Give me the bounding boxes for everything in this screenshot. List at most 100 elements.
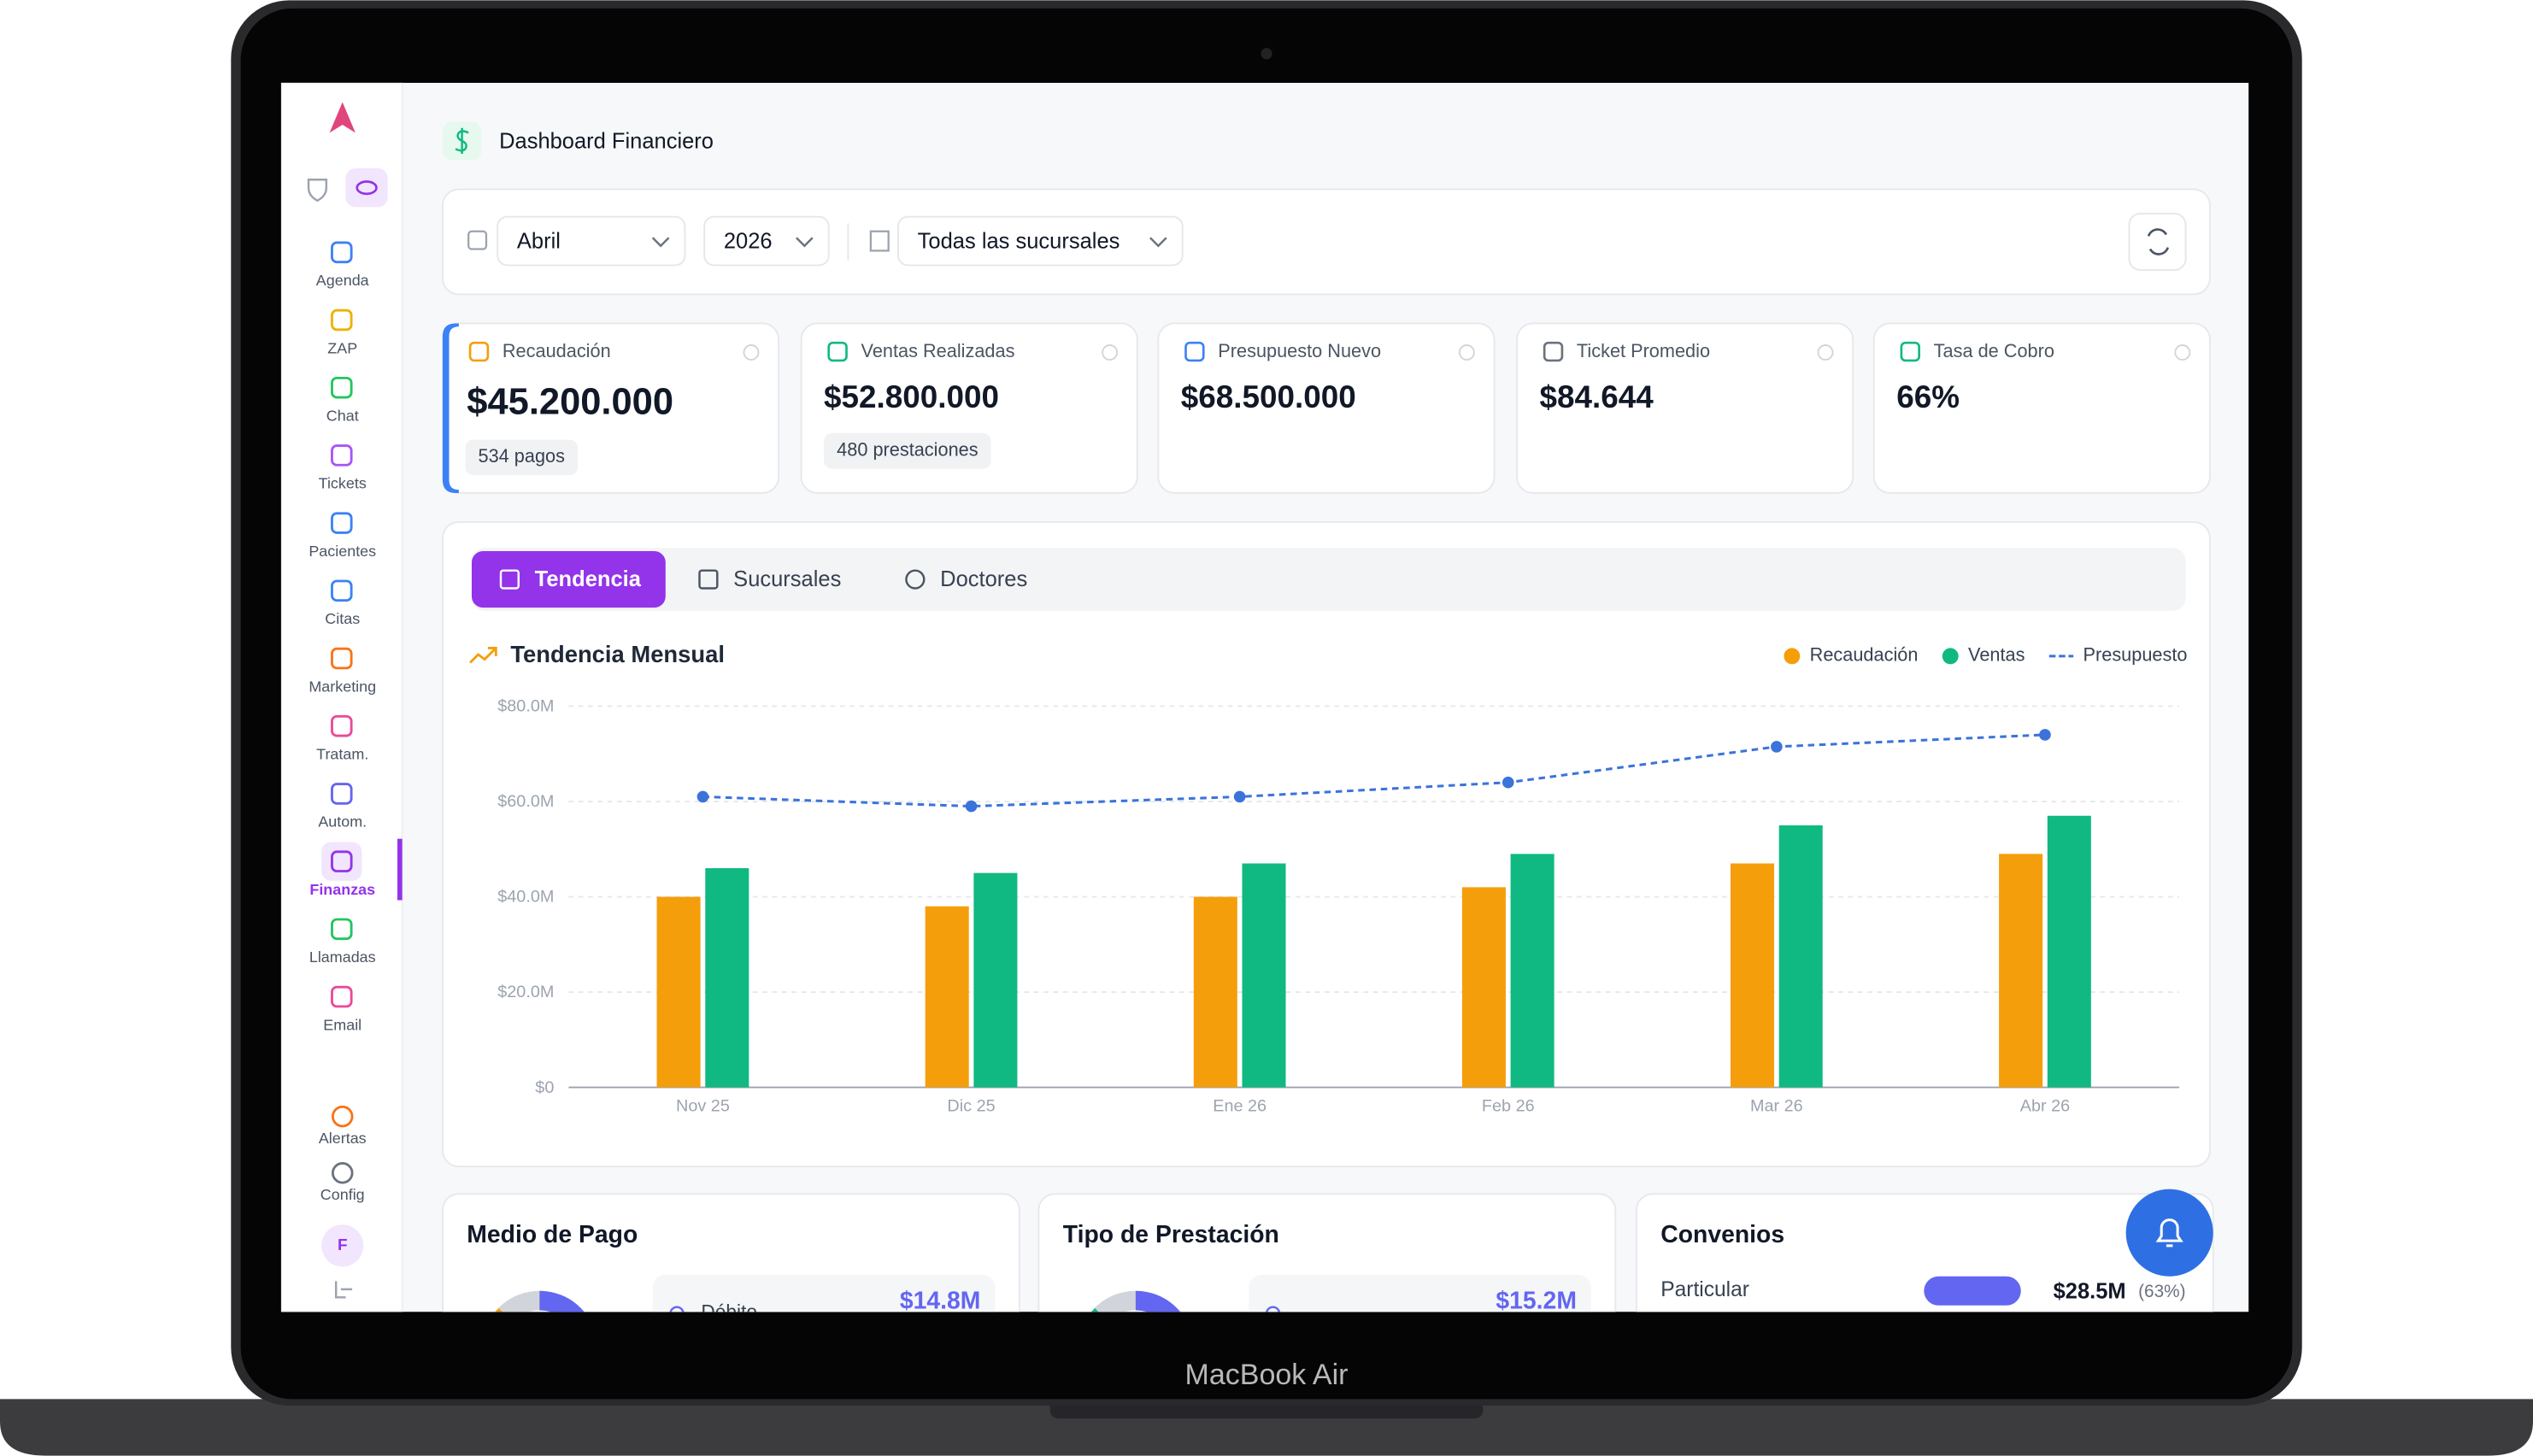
x-tick-label: Ene 26 — [1213, 1097, 1266, 1116]
nav-icon[interactable] — [331, 647, 353, 670]
kpi-icon — [1543, 341, 1564, 362]
info-icon[interactable] — [1817, 344, 1834, 361]
donut-arc — [538, 1290, 585, 1312]
filter-bar — [441, 188, 2211, 296]
kpi-label: Presupuesto Nuevo — [1218, 340, 1381, 361]
y-tick-label: $60.0M — [497, 792, 554, 811]
panel-card — [1635, 1193, 2214, 1312]
x-tick-label: Nov 25 — [676, 1097, 730, 1116]
tab-active[interactable] — [471, 551, 666, 608]
nav-label: Chat — [326, 407, 359, 424]
nav-label: Alertas — [319, 1130, 367, 1147]
tab[interactable]: Sucursales — [733, 567, 841, 591]
notification-button[interactable] — [2125, 1189, 2213, 1277]
donut-arc — [1135, 1290, 1181, 1312]
kpi-icon — [468, 341, 490, 362]
panel-item: Débito — [701, 1300, 757, 1323]
info-icon[interactable] — [1102, 344, 1119, 361]
bar — [1778, 825, 1823, 1088]
nav-icon[interactable] — [331, 783, 353, 805]
nav-icon[interactable] — [331, 512, 353, 534]
building-icon — [869, 230, 890, 252]
panel-row — [652, 1274, 996, 1312]
legend-swatch — [1784, 648, 1801, 665]
bell-icon — [2155, 1218, 2183, 1248]
panel-bar — [1924, 1276, 2021, 1306]
panel-title: Convenios — [1660, 1221, 1784, 1248]
sidebar — [280, 82, 403, 1312]
x-tick-label: Dic 25 — [947, 1097, 995, 1116]
year-select-value: 2026 — [724, 230, 773, 254]
nav-icon[interactable] — [331, 918, 353, 941]
nav-icon[interactable] — [331, 376, 353, 399]
tab-icon — [905, 569, 926, 590]
x-tick-label: Mar 26 — [1750, 1097, 1803, 1116]
month-select-value: Abril — [517, 230, 561, 254]
row-dot — [669, 1306, 685, 1312]
nav-icon[interactable] — [331, 985, 353, 1008]
y-tick-label: $0 — [535, 1078, 554, 1097]
nav-icon[interactable] — [331, 444, 353, 467]
nav-label: Autom. — [318, 813, 367, 831]
tab[interactable]: Tendencia — [535, 567, 642, 591]
page-title: Dashboard Financiero — [499, 129, 714, 153]
device-label: MacBook Air — [1185, 1359, 1349, 1391]
refresh-button[interactable] — [2128, 212, 2187, 272]
chart-title: Tendencia Mensual — [510, 641, 725, 667]
info-icon[interactable] — [743, 344, 760, 361]
info-icon[interactable] — [2174, 344, 2191, 361]
nav-label: ZAP — [327, 339, 357, 356]
view-toggle[interactable] — [345, 168, 388, 208]
logout-icon[interactable] — [334, 1281, 353, 1299]
kpi-label: Tasa de Cobro — [1934, 340, 2054, 361]
tab-icon — [698, 569, 719, 590]
line-point — [1771, 741, 1783, 753]
kpi-value: $68.500.000 — [1181, 379, 1356, 414]
kpi-icon — [1900, 341, 1921, 362]
kpi-label: Ventas Realizadas — [861, 340, 1015, 361]
tab[interactable]: Doctores — [940, 567, 1027, 591]
panel-title: Tipo de Prestación — [1063, 1221, 1279, 1248]
nav-label: Finanzas — [309, 881, 375, 898]
line-point — [1233, 790, 1246, 803]
line — [702, 733, 2046, 808]
bar — [1242, 863, 1286, 1088]
kpi-note-bg — [824, 433, 991, 469]
kpi-value: $84.644 — [1539, 379, 1654, 414]
nav-icon[interactable] — [331, 850, 353, 872]
panel-title: Medio de Pago — [467, 1221, 638, 1248]
year-select[interactable] — [703, 215, 830, 267]
info-icon[interactable] — [1458, 344, 1475, 361]
nav-icon[interactable] — [331, 241, 353, 264]
y-tick-label: $40.0M — [497, 888, 554, 907]
avatar[interactable] — [321, 1224, 364, 1267]
kpi-card — [1157, 322, 1496, 494]
kpi-value: 66% — [1896, 379, 1960, 414]
tab-icon — [499, 569, 520, 590]
nav-icon[interactable] — [331, 1105, 354, 1128]
kpi-label: Recaudación — [502, 340, 611, 361]
nav-label: Email — [323, 1016, 361, 1033]
month-select[interactable] — [497, 215, 686, 267]
nav-label: Agenda — [316, 272, 369, 289]
x-tick-label: Feb 26 — [1482, 1097, 1535, 1116]
line-point — [696, 790, 709, 803]
nav-icon[interactable] — [331, 308, 353, 332]
bar — [1461, 887, 1506, 1088]
nav-icon[interactable] — [331, 714, 353, 737]
nav-icon[interactable] — [331, 579, 353, 602]
eye-icon — [356, 180, 378, 196]
legend-swatch — [1942, 648, 1959, 665]
nav-icon[interactable] — [331, 1162, 354, 1184]
shield-icon — [307, 179, 328, 203]
panel-amount: $14.8M — [900, 1287, 981, 1314]
kpi-note: 534 pagos — [479, 445, 566, 467]
branch-select[interactable] — [897, 215, 1184, 267]
chevron — [651, 237, 670, 248]
bar — [1193, 896, 1237, 1088]
dollar-icon — [455, 127, 469, 154]
bar — [1730, 863, 1775, 1088]
bar — [2047, 815, 2091, 1088]
nav-label: Marketing — [309, 678, 376, 695]
